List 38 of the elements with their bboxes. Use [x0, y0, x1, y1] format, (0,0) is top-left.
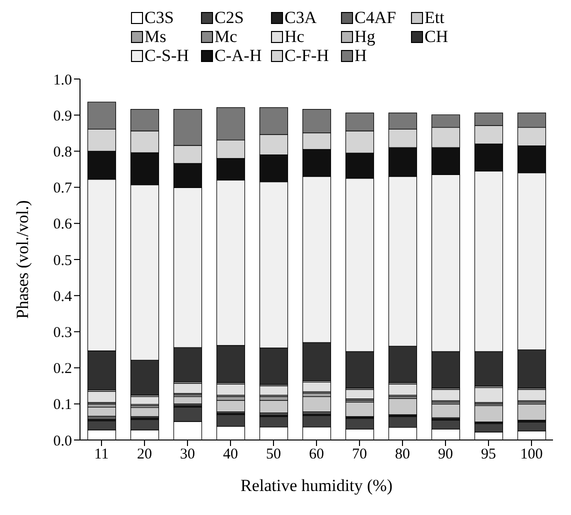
legend-label: Hc — [284, 27, 304, 46]
x-tick-label: 90 — [438, 446, 453, 463]
legend-label: Mc — [214, 27, 238, 46]
y-tick-label: 0.4 — [53, 288, 72, 305]
x-tick-label: 20 — [137, 446, 152, 463]
y-tick-label: 0.2 — [53, 361, 72, 378]
y-tick-label: 0.0 — [53, 433, 72, 450]
x-tick-label: 100 — [520, 446, 543, 463]
legend-label: C-S-H — [144, 46, 189, 65]
y-tick-label: 0.1 — [53, 397, 72, 414]
x-tick-label: 40 — [223, 446, 238, 463]
y-tick-label: 1.0 — [53, 72, 72, 88]
legend-label: C2S — [214, 8, 244, 27]
legend-label: H — [354, 46, 367, 65]
x-tick-label: 70 — [352, 446, 367, 463]
y-tick-label: 0.3 — [53, 325, 72, 342]
y-tick-label: 0.8 — [53, 144, 72, 161]
legend-label: Ett — [424, 8, 444, 27]
legend-label: Hg — [354, 27, 376, 46]
legend-label: C-F-H — [284, 46, 329, 65]
legend-label: C3S — [144, 8, 174, 27]
x-axis-title: Relative humidity (%) — [240, 476, 393, 495]
legend-label: C-A-H — [214, 46, 262, 65]
y-tick-label: 0.6 — [53, 216, 72, 233]
x-tick-label: 95 — [481, 446, 496, 463]
x-tick-label: 60 — [309, 446, 324, 463]
legend-label: C3A — [284, 8, 317, 27]
y-tick-label: 0.5 — [53, 252, 72, 269]
legend-label: C4AF — [354, 8, 396, 27]
x-tick-label: 11 — [94, 446, 109, 463]
x-tick-label: 50 — [266, 446, 281, 463]
y-tick-label: 0.7 — [53, 180, 72, 197]
x-tick-label: 30 — [180, 446, 195, 463]
legend-label: Ms — [144, 27, 166, 46]
y-tick-label: 0.9 — [53, 108, 72, 124]
x-tick-label: 80 — [395, 446, 410, 463]
legend-label: CH — [424, 27, 448, 46]
y-axis-title: Phases (vol./vol.) — [13, 200, 32, 319]
